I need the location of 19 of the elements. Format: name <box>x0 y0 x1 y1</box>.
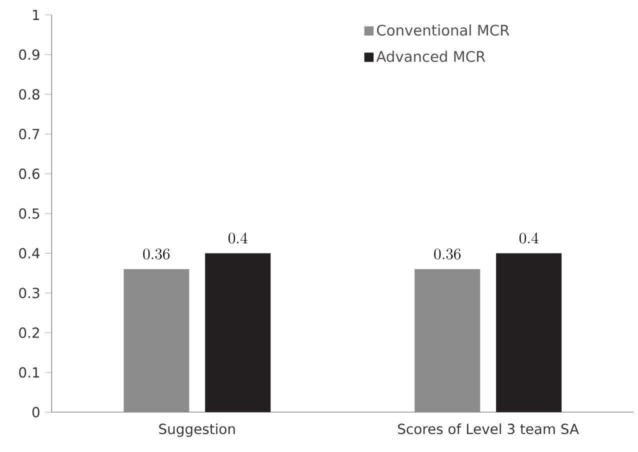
data-label: 0.36 <box>434 248 461 260</box>
y-tick-label: 0.7 <box>19 128 40 140</box>
y-tick-label: 0.5 <box>19 208 40 219</box>
y-tick-label: 0.9 <box>19 49 40 60</box>
y-tick-label: 0 <box>32 406 40 418</box>
data-label: 0.36 <box>143 248 170 260</box>
y-tick-label: 0.3 <box>19 288 40 298</box>
y-tick-label: 0.1 <box>19 367 40 378</box>
y-tick-label: 0.4 <box>19 248 40 259</box>
y-tick-label: 0.8 <box>19 89 40 100</box>
data-label: 0.4 <box>228 232 248 244</box>
y-tick-label: 0.2 <box>19 327 39 338</box>
y-tick-label: 1 <box>33 10 40 20</box>
data-label: 0.4 <box>520 232 538 244</box>
x-tick-label: Scores of Level 3 team SA <box>398 424 579 434</box>
legend-label: Conventional MCR <box>377 24 510 36</box>
y-tick-label: 0.6 <box>19 168 40 180</box>
legend-label: Advanced MCR <box>376 50 486 62</box>
x-tick-label: Suggestion <box>159 424 235 437</box>
